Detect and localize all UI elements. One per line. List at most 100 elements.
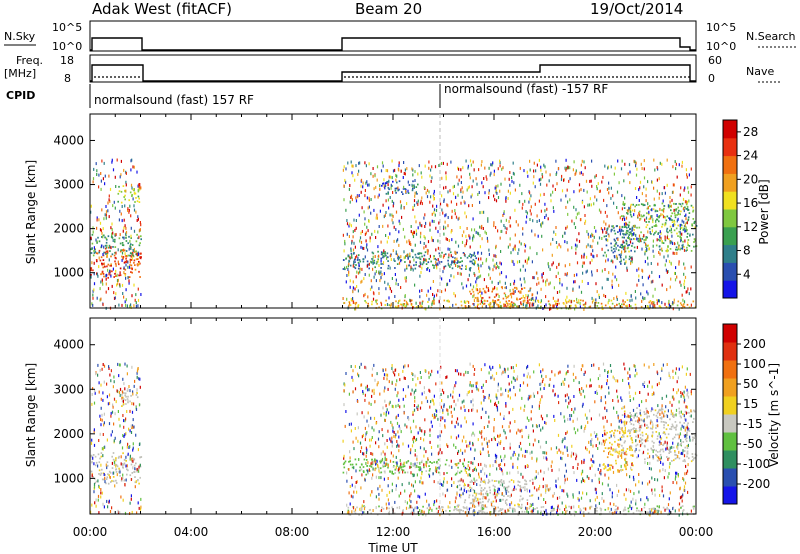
noise-cell bbox=[645, 199, 647, 203]
noise-cell bbox=[679, 223, 681, 227]
scatter-cell bbox=[129, 191, 132, 194]
noise-cell bbox=[683, 188, 685, 192]
scatter-cell bbox=[595, 507, 597, 510]
noise-cell bbox=[675, 266, 677, 270]
noise-cell bbox=[683, 209, 685, 213]
scatter-cell bbox=[631, 441, 634, 444]
noise-cell bbox=[430, 168, 432, 172]
noise-cell bbox=[128, 265, 131, 269]
scatter-cell bbox=[104, 244, 107, 247]
noise-cell bbox=[492, 258, 494, 262]
noise-cell bbox=[565, 226, 567, 230]
scatter-cell bbox=[622, 431, 625, 433]
scatter-cell bbox=[623, 410, 626, 413]
noise-cell bbox=[660, 231, 662, 235]
scatter-cell bbox=[626, 435, 629, 438]
scatter-cell bbox=[473, 492, 476, 494]
scatter-cell bbox=[396, 465, 398, 467]
noise-cell bbox=[604, 295, 607, 298]
scatter-cell bbox=[349, 463, 352, 466]
scatter-cell bbox=[408, 264, 411, 267]
scatter-cell bbox=[115, 468, 117, 471]
noise-cell bbox=[351, 239, 353, 243]
scatter-cell bbox=[119, 250, 122, 253]
noise-cell bbox=[406, 202, 408, 206]
scatter-cell bbox=[659, 417, 662, 419]
noise-cell bbox=[551, 460, 553, 464]
noise-cell bbox=[566, 241, 568, 245]
noise-cell bbox=[593, 202, 595, 206]
noise-cell bbox=[669, 375, 671, 379]
scatter-cell bbox=[606, 229, 608, 232]
noise-cell bbox=[683, 220, 685, 224]
noise-cell bbox=[97, 498, 99, 502]
noise-cell bbox=[356, 270, 358, 274]
scatter-cell bbox=[685, 440, 688, 443]
scatter-cell bbox=[610, 464, 613, 467]
noise-cell bbox=[135, 301, 137, 305]
scatter-cell bbox=[138, 201, 141, 203]
noise-cell bbox=[586, 255, 588, 259]
noise-cell bbox=[569, 417, 571, 421]
scatter-cell bbox=[675, 227, 678, 230]
noise-cell bbox=[496, 287, 498, 291]
noise-cell bbox=[136, 253, 138, 256]
scatter-cell bbox=[94, 464, 97, 467]
noise-cell bbox=[581, 279, 583, 283]
noise-cell bbox=[649, 216, 652, 220]
scatter-cell bbox=[691, 224, 693, 227]
noise-cell bbox=[361, 504, 363, 508]
noise-cell bbox=[491, 280, 493, 284]
noise-cell bbox=[582, 491, 584, 495]
noise-cell bbox=[469, 362, 471, 366]
noise-cell bbox=[115, 251, 117, 255]
noise-cell bbox=[101, 280, 103, 284]
noise-cell bbox=[110, 369, 112, 373]
scatter-cell bbox=[459, 496, 462, 499]
scatter-cell bbox=[135, 197, 137, 199]
noise-cell bbox=[640, 214, 642, 218]
noise-cell bbox=[519, 200, 521, 204]
noise-cell bbox=[123, 248, 125, 252]
noise-cell bbox=[113, 200, 115, 204]
noise-cell bbox=[473, 168, 475, 172]
noise-cell bbox=[387, 198, 389, 202]
noise-cell bbox=[109, 187, 112, 191]
scatter-cell bbox=[387, 256, 389, 259]
scatter-cell bbox=[600, 302, 603, 305]
noise-cell bbox=[352, 290, 354, 294]
noise-cell bbox=[399, 200, 402, 204]
scatter-cell bbox=[497, 513, 500, 516]
noise-cell bbox=[398, 243, 400, 247]
noise-cell bbox=[366, 248, 369, 252]
noise-cell bbox=[467, 166, 469, 170]
scatter-cell bbox=[595, 509, 597, 512]
noise-cell bbox=[113, 375, 115, 379]
noise-cell bbox=[94, 501, 96, 505]
scatter-cell bbox=[92, 454, 95, 456]
noise-cell bbox=[639, 186, 641, 190]
noise-cell bbox=[443, 225, 445, 229]
scatter-cell bbox=[118, 468, 121, 471]
noise-cell bbox=[127, 388, 129, 392]
noise-cell bbox=[501, 286, 503, 290]
scatter-cell bbox=[680, 505, 682, 508]
noise-cell bbox=[122, 377, 124, 381]
noise-cell bbox=[635, 164, 637, 168]
scatter-cell bbox=[663, 426, 665, 429]
scatter-cell bbox=[484, 487, 486, 490]
scatter-cell bbox=[121, 405, 123, 407]
scatter-cell bbox=[411, 506, 413, 509]
noise-cell bbox=[686, 393, 688, 397]
scatter-cell bbox=[624, 430, 626, 432]
scatter-cell bbox=[113, 464, 116, 466]
noise-cell bbox=[394, 168, 396, 172]
noise-cell bbox=[390, 183, 392, 187]
scatter-cell bbox=[643, 439, 646, 442]
scatter-cell bbox=[121, 242, 124, 244]
scatter-cell bbox=[138, 244, 141, 247]
noise-cell bbox=[479, 225, 481, 229]
scatter-cell bbox=[686, 512, 688, 515]
noise-cell bbox=[519, 277, 521, 281]
noise-cell bbox=[647, 230, 649, 234]
